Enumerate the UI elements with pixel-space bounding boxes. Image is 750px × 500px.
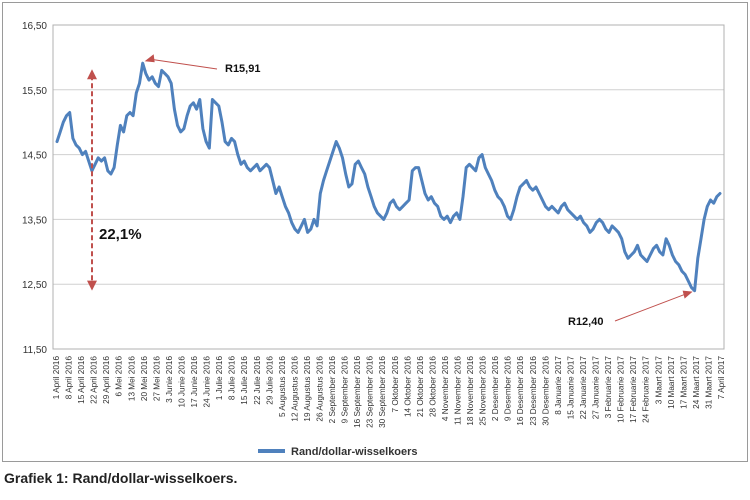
- x-tick-label: 21 Oktober 2016: [416, 356, 425, 417]
- y-tick-labels: 11,50 12,50 13,50 14,50 15,50 16,50: [22, 21, 47, 356]
- x-tick-label: 3 Junie 2016: [165, 356, 174, 403]
- x-tick-label: 27 Januarie 2017: [592, 356, 601, 420]
- range-arrow-head-bottom: [87, 280, 97, 291]
- chart-svg: 11,50 12,50 13,50 14,50 15,50 16,50 1 April 2…: [22, 21, 726, 458]
- annotation-max-arrow: [150, 58, 218, 70]
- x-tick-label: 8 Julie 2016: [228, 356, 237, 401]
- y-tick-label: 16,50: [22, 21, 47, 32]
- x-tick-label: 24 Maart 2017: [692, 356, 701, 409]
- x-tick-label: 29 April 2016: [102, 356, 111, 404]
- x-tick-label: 4 November 2016: [441, 356, 450, 422]
- y-tick-label: 12,50: [22, 280, 47, 291]
- x-tick-label: 3 Maart 2017: [654, 356, 663, 405]
- x-tick-label: 5 Augustus 2016: [278, 356, 287, 417]
- legend: Rand/dollar-wisselkoers: [258, 446, 418, 458]
- x-tick-label: 12 Augustus 2016: [290, 356, 299, 422]
- x-tick-label: 23 September 2016: [366, 356, 375, 428]
- annotation-min-arrow-head: [682, 290, 693, 299]
- annotation-max-arrow-head: [144, 54, 155, 63]
- x-tick-label: 11 November 2016: [454, 356, 463, 425]
- x-tick-label: 22 Januarie 2017: [579, 356, 588, 420]
- grid-lines: [53, 24, 724, 350]
- x-tick-label: 15 Januarie 2017: [566, 356, 575, 420]
- x-tick-label: 26 Augustus 2016: [315, 356, 324, 422]
- annotation-percent: 22,1%: [99, 226, 142, 243]
- x-tick-label: 1 April 2016: [52, 356, 61, 400]
- x-tick-label: 30 September 2016: [378, 356, 387, 428]
- x-tick-label: 6 Mei 2016: [115, 356, 124, 397]
- x-tick-label: 19 Augustus 2016: [303, 356, 312, 422]
- x-tick-label: 23 Desember 2016: [529, 356, 538, 426]
- x-tick-label: 31 Maart 2017: [704, 356, 713, 409]
- x-tick-label: 17 Maart 2017: [679, 356, 688, 409]
- x-tick-label: 7 Oktober 2016: [391, 356, 400, 413]
- y-tick-label: 13,50: [22, 215, 47, 226]
- x-tick-label: 13 Mei 2016: [127, 356, 136, 402]
- x-tick-label: 2 September 2016: [328, 356, 337, 424]
- x-tick-label: 1 Julie 2016: [215, 356, 224, 401]
- x-tick-label: 25 November 2016: [479, 356, 488, 426]
- x-tick-label: 10 Februarie 2017: [617, 356, 626, 423]
- series-line-rand-dollar: [55, 61, 722, 293]
- x-tick-label: 17 Februarie 2017: [629, 356, 638, 423]
- x-tick-label: 27 Mei 2016: [152, 356, 161, 402]
- x-tick-label: 20 Mei 2016: [140, 356, 149, 402]
- figure-caption: Grafiek 1: Rand/dollar-wisselkoers.: [4, 470, 238, 486]
- x-tick-label: 22 April 2016: [90, 356, 99, 404]
- x-tick-label: 15 Julie 2016: [240, 356, 249, 405]
- x-tick-label: 24 Junie 2016: [203, 356, 212, 408]
- x-tick-label: 3 Februarie 2017: [604, 356, 613, 419]
- range-arrow: [87, 69, 97, 291]
- x-tick-label: 9 Desember 2016: [504, 356, 513, 422]
- y-tick-label: 11,50: [23, 345, 48, 356]
- x-tick-label: 16 September 2016: [353, 356, 362, 428]
- x-tick-label: 14 Oktober 2016: [403, 356, 412, 417]
- x-tick-label: 29 Julie 2016: [265, 356, 274, 405]
- x-tick-label: 9 September 2016: [341, 356, 350, 424]
- x-tick-label: 8 April 2016: [65, 356, 74, 400]
- x-tick-label: 16 Desember 2016: [516, 356, 525, 426]
- x-tick-label: 15 April 2016: [77, 356, 86, 404]
- legend-label: Rand/dollar-wisselkoers: [291, 446, 418, 458]
- x-tick-label: 28 Oktober 2016: [428, 356, 437, 417]
- x-tick-label: 18 November 2016: [466, 356, 475, 426]
- x-tick-label: 8 Januarie 2017: [554, 356, 563, 415]
- x-tick-label: 24 Februarie 2017: [642, 356, 651, 423]
- y-tick-label: 15,50: [22, 86, 47, 97]
- x-tick-label: 10 Maart 2017: [667, 356, 676, 409]
- annotation-min: R12,40: [568, 316, 603, 328]
- x-tick-label: 7 April 2017: [717, 356, 726, 400]
- x-tick-label: 22 Julie 2016: [253, 356, 262, 405]
- y-tick-label: 14,50: [22, 151, 47, 162]
- annotation-min-arrow: [614, 293, 687, 322]
- chart-frame: 11,50 12,50 13,50 14,50 15,50 16,50 1 April 2…: [2, 2, 748, 462]
- x-tick-labels: 1 April 2016 8 April 2016 15 April 2016 22 …: [52, 356, 726, 428]
- x-tick-label: 17 Junie 2016: [190, 356, 199, 408]
- range-arrow-head-top: [87, 69, 97, 80]
- annotation-max: R15,91: [225, 63, 260, 75]
- plot-border: [52, 24, 725, 350]
- x-tick-label: 2 Desember 2016: [491, 356, 500, 422]
- x-tick-label: 10 Junie 2016: [177, 356, 186, 408]
- x-tick-label: 30 Desember 2016: [541, 356, 550, 426]
